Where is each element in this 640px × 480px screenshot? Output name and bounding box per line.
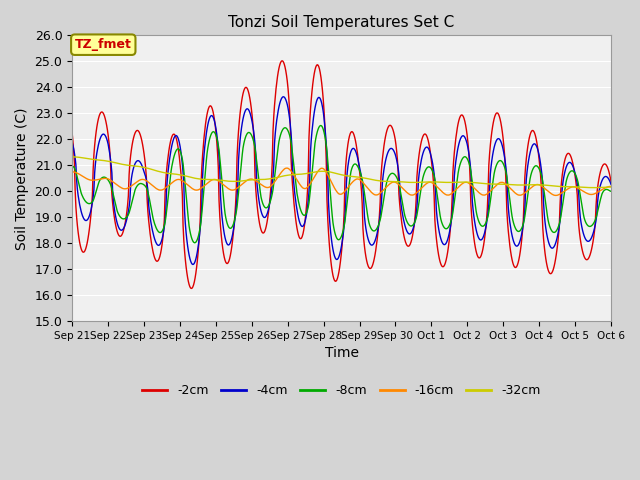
X-axis label: Time: Time: [324, 347, 358, 360]
Title: Tonzi Soil Temperatures Set C: Tonzi Soil Temperatures Set C: [228, 15, 454, 30]
Y-axis label: Soil Temperature (C): Soil Temperature (C): [15, 107, 29, 250]
Legend: -2cm, -4cm, -8cm, -16cm, -32cm: -2cm, -4cm, -8cm, -16cm, -32cm: [138, 379, 546, 402]
Text: TZ_fmet: TZ_fmet: [75, 38, 132, 51]
